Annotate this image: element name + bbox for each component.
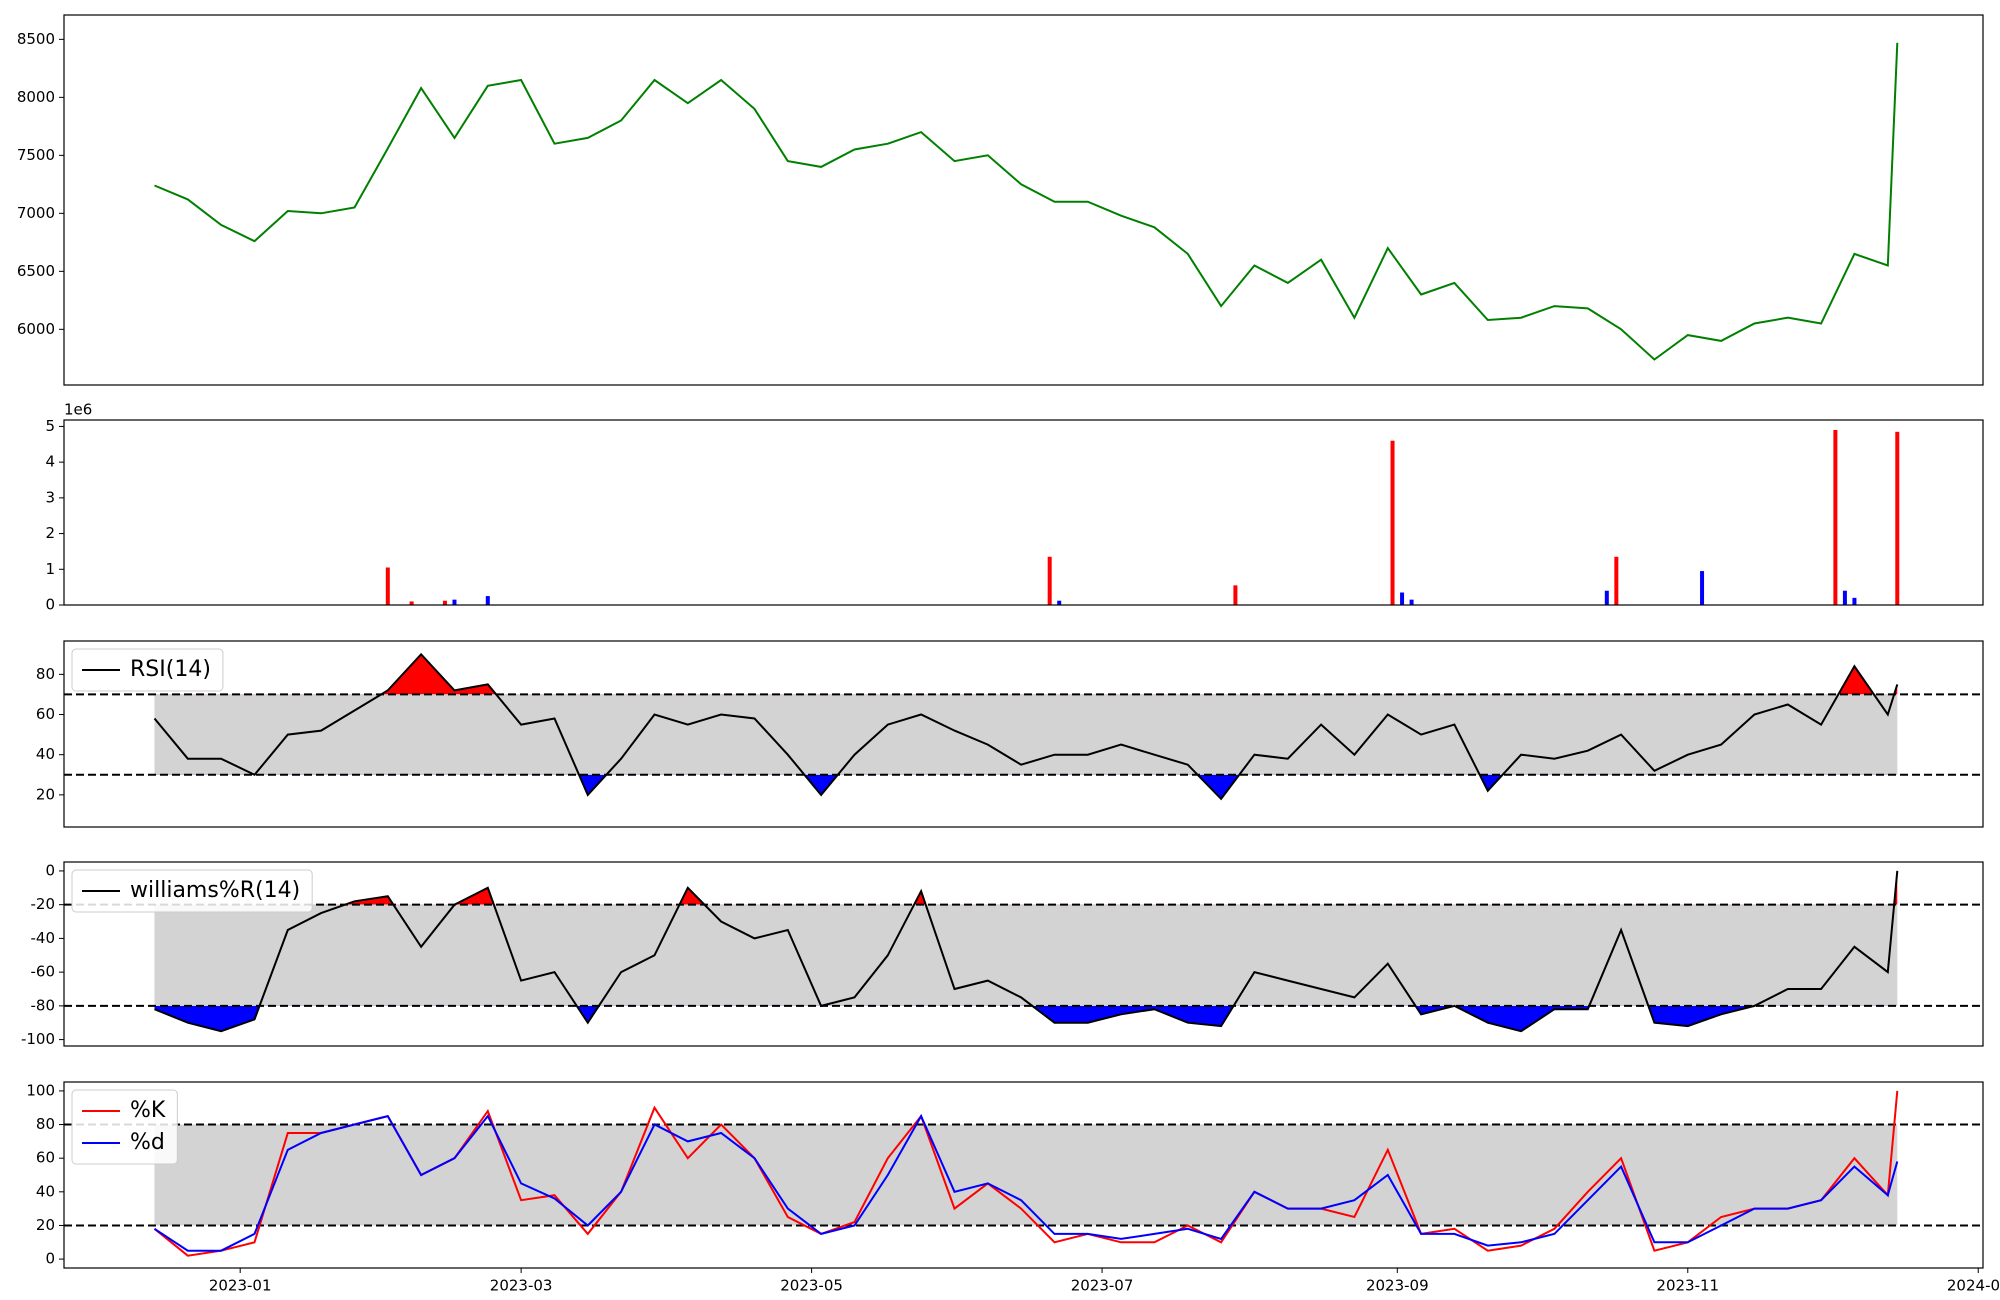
x-tick-label: 2023-03 [490,1277,553,1295]
bar [485,596,490,605]
y-tick-label: 7000 [17,204,55,222]
y-tick-label: -100 [21,1030,55,1048]
axes-frame [63,640,1984,828]
y-tick-label: -20 [31,895,56,913]
bar [1409,599,1414,605]
y-tick-label: 7500 [17,146,55,164]
bar [1700,571,1705,605]
legend: RSI(14) [71,648,224,692]
bar [1400,592,1405,605]
x-tick-label: 2023-05 [780,1277,843,1295]
y-tick-label: 0 [45,596,55,614]
y-tick-label: 60 [36,705,55,723]
line [153,1113,1899,1252]
threshold-band [154,904,1898,1006]
bar [452,599,457,605]
axes-frame [63,14,1984,386]
threshold-band [154,1124,1898,1226]
legend: williams%R(14) [71,869,313,913]
panel: -100 -80 -60 -40 -20 0 williams%R(14) [21,861,1984,1048]
oversold-fill [154,1005,1898,1032]
y-tick-label: 8000 [17,88,55,106]
y-tick-label: -40 [31,929,56,947]
bar [1852,597,1857,605]
legend-label: williams%R(14) [130,878,300,903]
y-tick-label: 20 [36,1216,55,1234]
y-tick-label: 2 [45,524,55,542]
panel: 0 20 40 60 80 100 2023-01 2023-03 2023-05 2023-07… [26,1081,2000,1295]
panel: 20 40 60 80 RSI(14) [36,640,1984,828]
axes-frame [63,861,1984,1047]
y-tick-label: 80 [36,1115,55,1133]
x-tick-label: 2023-11 [1656,1277,1719,1295]
y-tick-label: 5 [45,417,55,435]
y-tick-label: 40 [36,745,55,763]
y-tick-label: -60 [31,963,56,981]
bar [1057,600,1062,605]
legend-label: RSI(14) [130,657,211,682]
panel: 0 1 2 3 4 5 1e6 [45,401,1984,614]
line [154,42,1899,361]
y-tick-label: 100 [26,1081,55,1099]
oversold-fill [154,774,1898,799]
legend: %K %d [71,1089,178,1165]
y-tick-label: -80 [31,996,56,1014]
x-tick-label: 2023-01 [209,1277,272,1295]
legend-box [71,648,224,692]
bar [1614,556,1619,605]
bar [1833,430,1838,605]
y-tick-label: 40 [36,1182,55,1200]
y-tick-label: 0 [45,1250,55,1268]
legend-label: %K [130,1098,166,1123]
offset-text: 1e6 [64,401,92,419]
y-tick-label: 0 [45,861,55,879]
bar [385,567,390,605]
y-tick-label: 60 [36,1149,55,1167]
y-tick-label: 8500 [17,30,55,48]
y-tick-label: 6000 [17,320,55,338]
bar [1390,440,1395,605]
y-tick-label: 20 [36,785,55,803]
axes-frame [63,1081,1984,1269]
axes-frame [63,419,1984,606]
threshold-band [154,694,1898,775]
y-tick-label: 1 [45,560,55,578]
y-tick-label: 6500 [17,262,55,280]
legend-box [71,869,313,913]
legend-label: %d [130,1130,165,1155]
bar [1895,431,1900,605]
x-tick-label: 2024-01 [1947,1277,2000,1295]
y-tick-label: 80 [36,665,55,683]
line [153,652,1899,801]
y-tick-label: 3 [45,488,55,506]
x-tick-label: 2023-07 [1071,1277,1134,1295]
bar [409,601,414,605]
bar [442,600,447,605]
legend-box [71,1089,178,1165]
x-tick-label: 2023-09 [1366,1277,1429,1295]
line [154,870,1899,1033]
y-tick-label: 4 [45,453,55,471]
bar [1604,590,1609,605]
bar [1842,590,1847,605]
bar [1047,556,1052,605]
bar [1233,585,1238,605]
panel: 6000 6500 7000 7500 8000 8500 [17,14,1984,386]
